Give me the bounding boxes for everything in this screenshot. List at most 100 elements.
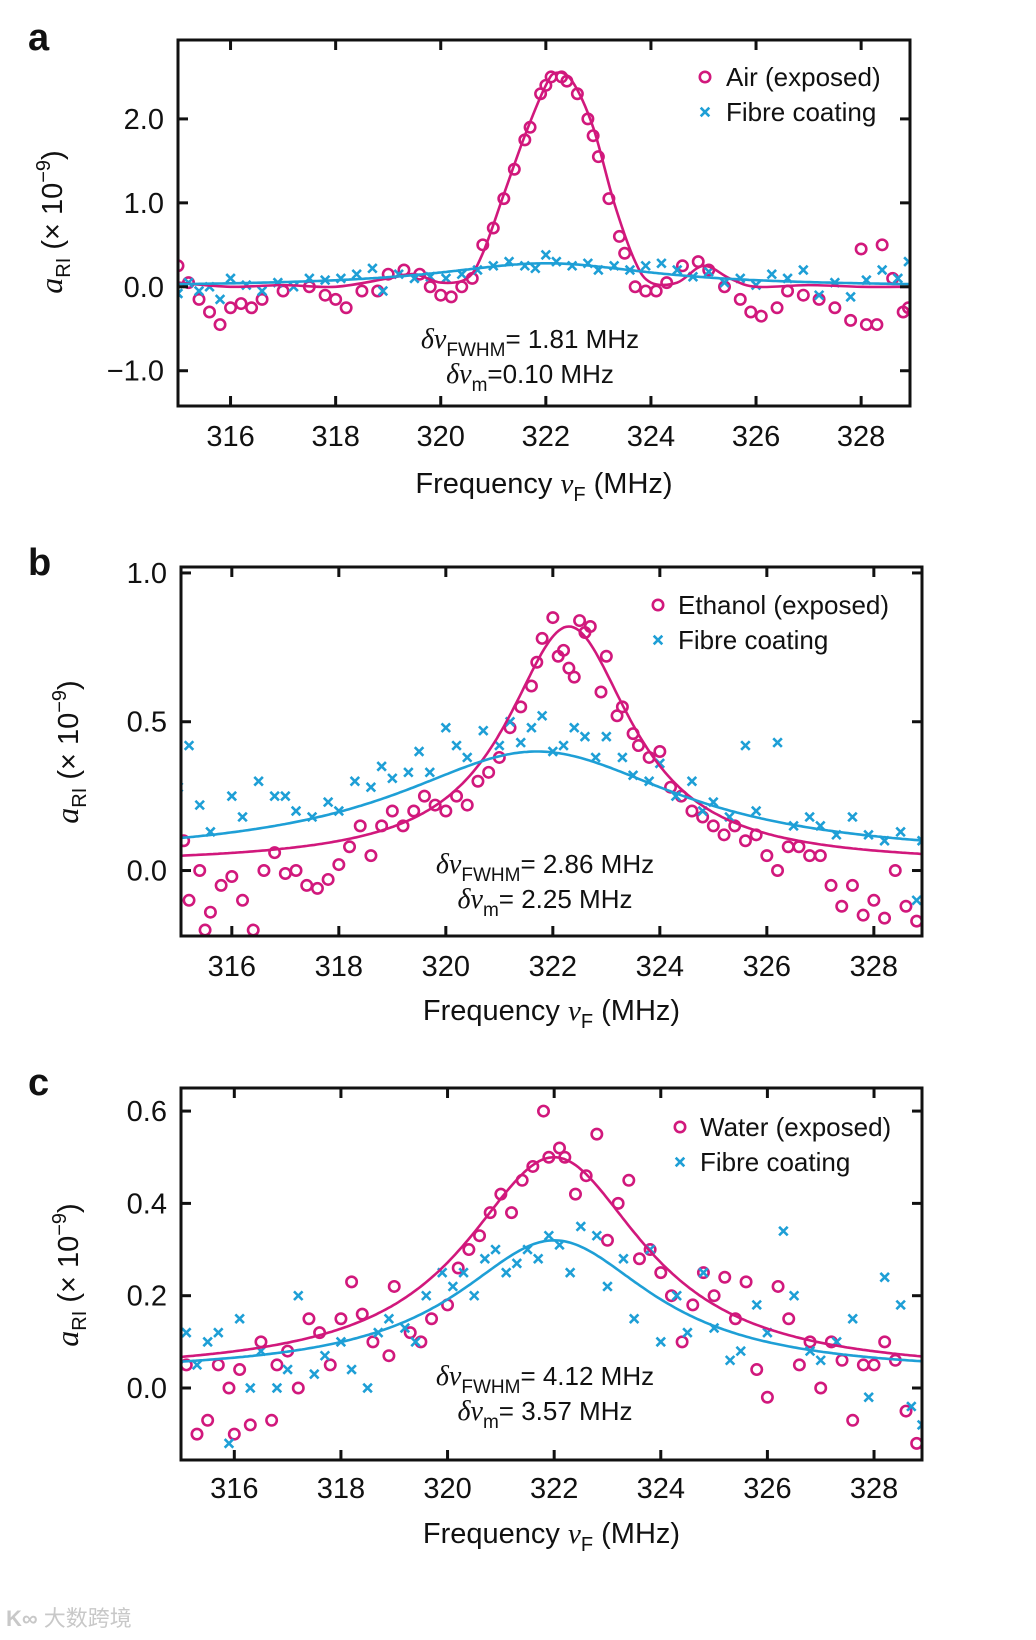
data-point-circle bbox=[706, 819, 720, 833]
data-point-cross bbox=[815, 1355, 826, 1366]
data-point-cross bbox=[847, 811, 858, 823]
data-point-cross bbox=[876, 264, 888, 276]
data-point-circle bbox=[254, 1335, 268, 1349]
plot-area bbox=[178, 70, 910, 332]
x-label-subscript: F bbox=[581, 1011, 593, 1033]
data-point-circle bbox=[628, 280, 642, 294]
data-point-circle bbox=[910, 914, 922, 928]
annotation-value: =0.10 MHz bbox=[487, 359, 613, 389]
annotation-subscript: FWHM bbox=[461, 1377, 520, 1398]
data-point-cross bbox=[421, 1290, 432, 1301]
y-label-close: ) bbox=[37, 150, 69, 160]
panel-label: a bbox=[28, 17, 50, 59]
data-point-cross bbox=[526, 722, 537, 733]
x-tick-label: 328 bbox=[850, 951, 898, 983]
data-point-cross bbox=[569, 722, 580, 733]
panel-a: a 316 318 320 322 324 326 328 2.0 1.0 0.0 −1.0 Frequ… bbox=[28, 17, 912, 506]
annotation-subscript: FWHM bbox=[446, 340, 505, 361]
data-point-circle bbox=[524, 679, 538, 693]
annotation-subscript: m bbox=[483, 900, 499, 921]
data-point-circle bbox=[345, 1275, 359, 1289]
y-label-close: ) bbox=[53, 1203, 85, 1213]
data-point-cross bbox=[223, 1438, 235, 1449]
data-point-circle bbox=[403, 1326, 417, 1340]
data-point-circle bbox=[233, 1363, 247, 1377]
data-point-circle bbox=[899, 1404, 913, 1418]
legend-marker bbox=[652, 634, 664, 646]
x-tick-label: 318 bbox=[317, 1473, 365, 1505]
x-label-unit: (MHz) bbox=[586, 468, 673, 500]
data-point-cross bbox=[376, 761, 387, 772]
y-tick-label: 1.0 bbox=[127, 558, 167, 590]
data-point-cross bbox=[564, 1267, 576, 1278]
data-point-circle bbox=[846, 1413, 860, 1427]
y-label-exponent: −9 bbox=[49, 690, 71, 713]
data-point-circle bbox=[439, 804, 453, 818]
data-point-cross bbox=[602, 1281, 613, 1292]
data-point-cross bbox=[399, 1322, 411, 1334]
x-tick-label: 316 bbox=[210, 1473, 258, 1505]
annotation-value: = 2.25 MHz bbox=[499, 884, 633, 914]
data-point-circle bbox=[717, 828, 731, 842]
data-point-circle bbox=[643, 1243, 657, 1257]
data-point-circle bbox=[828, 301, 842, 315]
watermark-text: 大数跨境 bbox=[44, 1606, 132, 1631]
data-point-cross bbox=[440, 722, 452, 733]
data-point-circle bbox=[245, 301, 259, 315]
data-point-cross bbox=[682, 1327, 693, 1338]
x-tick-label: 320 bbox=[422, 951, 470, 983]
data-point-circle bbox=[537, 1104, 551, 1118]
data-point-circle bbox=[462, 1243, 476, 1257]
data-point-cross bbox=[319, 1350, 331, 1361]
data-point-cross bbox=[532, 1253, 544, 1264]
data-point-cross bbox=[804, 811, 815, 823]
data-point-cross bbox=[403, 767, 414, 778]
data-point-cross bbox=[772, 737, 783, 748]
data-point-cross bbox=[269, 790, 280, 802]
data-point-cross bbox=[640, 260, 651, 272]
data-point-circle bbox=[450, 789, 464, 803]
y-axis-label: aRI (× 10−9) bbox=[49, 1203, 91, 1346]
x-tick-label: 326 bbox=[743, 951, 791, 983]
data-point-cross bbox=[202, 1336, 213, 1348]
data-point-circle bbox=[224, 301, 238, 315]
data-point-circle bbox=[739, 1275, 753, 1289]
data-point-cross bbox=[916, 1419, 922, 1431]
data-point-circle bbox=[332, 858, 346, 872]
data-point-circle bbox=[366, 1335, 380, 1349]
data-point-circle bbox=[451, 1261, 465, 1275]
data-point-circle bbox=[610, 709, 624, 723]
data-point-circle bbox=[526, 1159, 540, 1173]
plot-area bbox=[181, 611, 922, 936]
data-point-cross bbox=[346, 1364, 357, 1375]
data-point-cross bbox=[766, 268, 778, 280]
data-point-circle bbox=[649, 284, 663, 298]
data-point-cross bbox=[237, 811, 248, 823]
data-point-circle bbox=[792, 1358, 806, 1372]
x-axis-label: Frequency vF (MHz) bbox=[423, 1518, 680, 1556]
y-tick-label: 0.2 bbox=[127, 1281, 167, 1313]
data-point-circle bbox=[660, 276, 674, 290]
legend-marker bbox=[674, 1156, 686, 1168]
data-point-cross bbox=[383, 1313, 395, 1324]
data-point-cross bbox=[494, 740, 505, 751]
data-point-cross bbox=[387, 773, 398, 784]
data-point-circle bbox=[417, 789, 431, 803]
data-point-circle bbox=[482, 765, 496, 779]
data-point-cross bbox=[288, 281, 299, 293]
data-point-circle bbox=[552, 1141, 566, 1155]
fit-curve-fibre bbox=[181, 750, 922, 842]
panel-c: c 316 318 320 322 324 326 328 0.6 0.4 0.2 0.0 Freque… bbox=[28, 1062, 924, 1556]
annotation-symbol: δv bbox=[436, 849, 462, 880]
y-axis-label: aRI (× 10−9) bbox=[49, 680, 91, 823]
data-point-circle bbox=[483, 1206, 497, 1220]
fit-curve-exposed bbox=[181, 625, 922, 857]
data-point-circle bbox=[867, 893, 881, 907]
series-exposed bbox=[181, 1104, 922, 1450]
data-point-circle bbox=[225, 869, 239, 883]
y-label-subscript: RI bbox=[69, 1311, 91, 1331]
data-point-circle bbox=[844, 313, 858, 327]
x-label-subscript: F bbox=[573, 484, 585, 506]
annotation-value: = 4.12 MHz bbox=[520, 1361, 654, 1391]
data-point-circle bbox=[323, 1358, 337, 1372]
